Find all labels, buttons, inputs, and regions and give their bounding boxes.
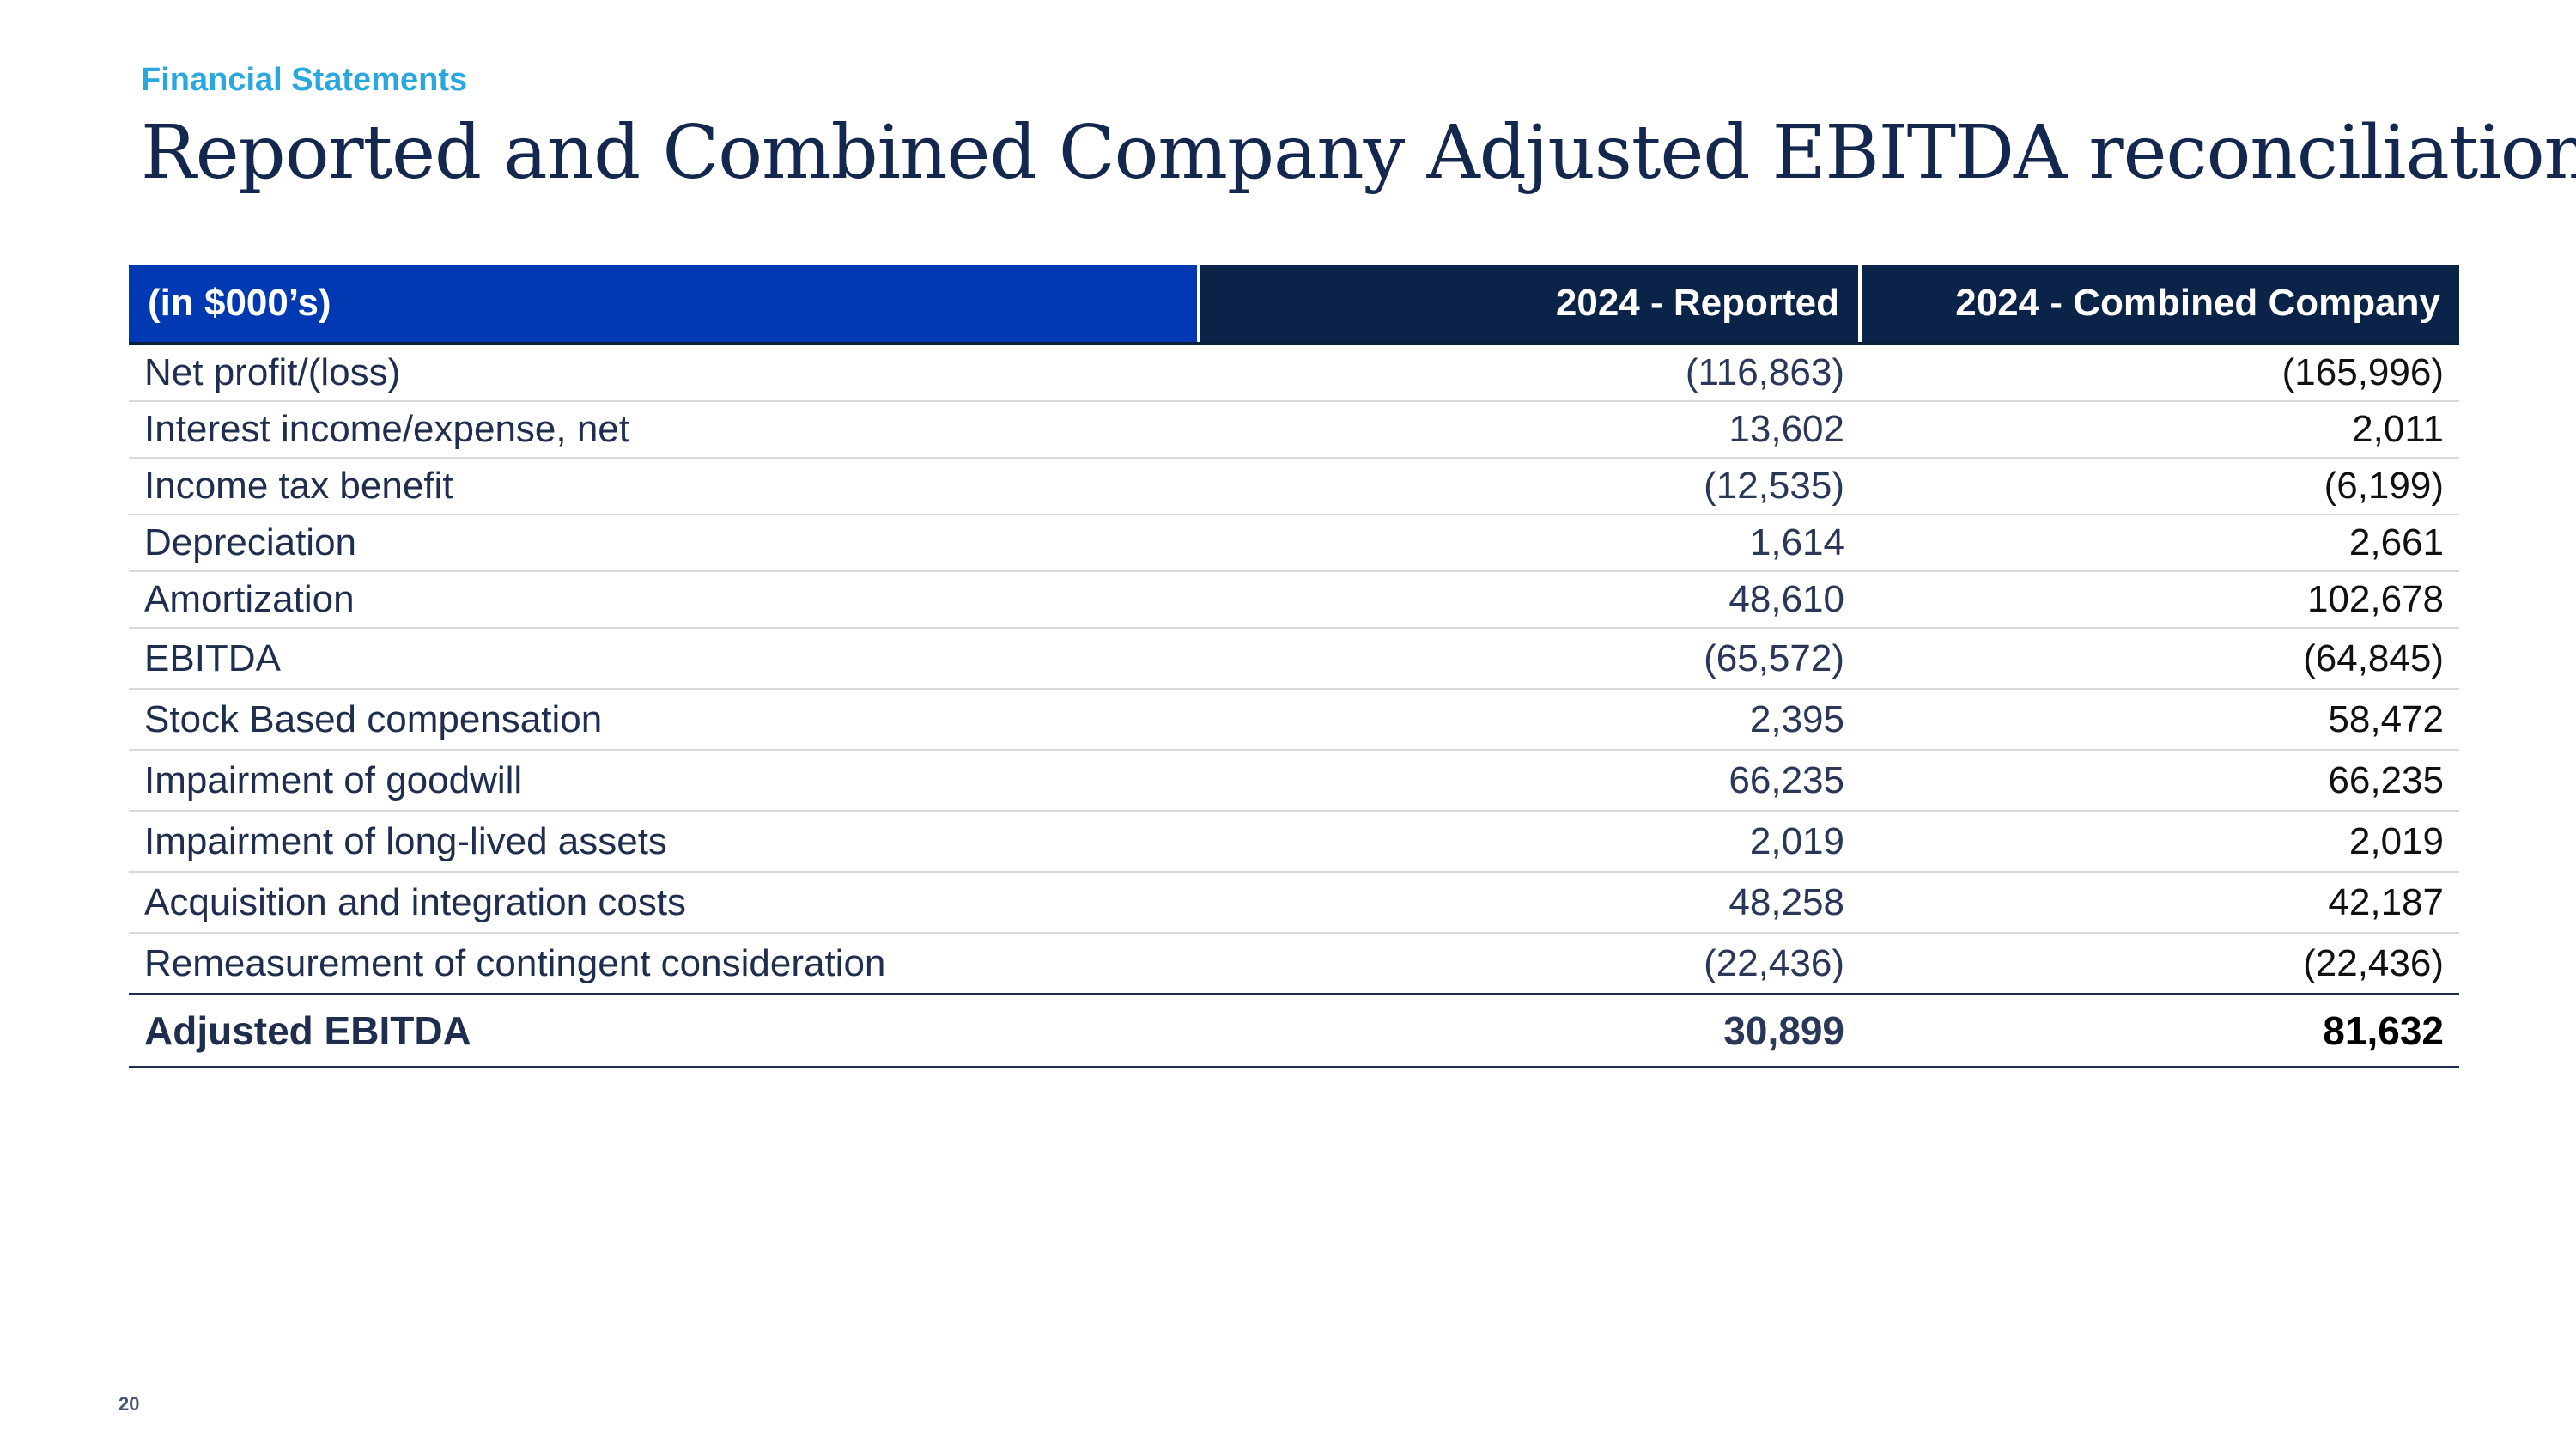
row-reported-value: 2,019 (1199, 811, 1860, 873)
table-total: Adjusted EBITDA 30,899 81,632 (129, 994, 2459, 1068)
row-combined-value: (165,996) (1860, 344, 2459, 402)
row-label: Depreciation (129, 514, 1199, 572)
row-reported-value: 1,614 (1199, 514, 1860, 572)
row-label: Stock Based compensation (129, 689, 1199, 751)
page-number: 20 (118, 1393, 140, 1415)
table-row: Interest income/expense, net 13,602 2,01… (129, 401, 2459, 459)
row-combined-value: 2,011 (1860, 401, 2459, 459)
row-combined-value: (64,845) (1860, 628, 2459, 690)
row-reported-value: (116,863) (1199, 344, 1860, 402)
table-row: Amortization 48,610 102,678 (129, 571, 2459, 629)
table-row: Stock Based compensation 2,395 58,472 (129, 689, 2459, 751)
table-row: Net profit/(loss) (116,863) (165,996) (129, 344, 2459, 402)
row-label: Income tax benefit (129, 458, 1199, 515)
row-label: Remeasurement of contingent consideratio… (129, 933, 1199, 995)
table-row: Impairment of goodwill 66,235 66,235 (129, 750, 2459, 812)
total-reported-value: 30,899 (1199, 994, 1860, 1068)
row-combined-value: 66,235 (1860, 750, 2459, 812)
row-combined-value: 2,019 (1860, 811, 2459, 873)
header-combined: 2024 - Combined Company (1858, 265, 2459, 345)
row-label: Amortization (129, 571, 1199, 629)
row-label: Acquisition and integration costs (129, 872, 1199, 934)
header-reported: 2024 - Reported (1197, 265, 1860, 345)
table-row: Remeasurement of contingent consideratio… (129, 933, 2459, 995)
table-row: EBITDA (65,572) (64,845) (129, 628, 2459, 690)
table-row: Depreciation 1,614 2,661 (129, 514, 2459, 572)
table-row: Impairment of long-lived assets 2,019 2,… (129, 811, 2459, 873)
row-reported-value: (12,535) (1199, 458, 1860, 515)
row-reported-value: 2,395 (1199, 689, 1860, 751)
row-reported-value: (65,572) (1199, 628, 1860, 690)
row-combined-value: 58,472 (1860, 689, 2459, 751)
ebitda-reconciliation-table: (in $000’s) 2024 - Reported 2024 - Combi… (129, 265, 2459, 1068)
header-units: (in $000’s) (129, 265, 1199, 345)
total-row: Adjusted EBITDA 30,899 81,632 (129, 994, 2459, 1068)
row-reported-value: 13,602 (1199, 401, 1860, 459)
row-combined-value: 102,678 (1860, 571, 2459, 629)
table-row: Acquisition and integration costs 48,258… (129, 872, 2459, 934)
row-combined-value: 42,187 (1860, 872, 2459, 934)
row-label: Net profit/(loss) (129, 344, 1199, 402)
row-reported-value: 66,235 (1199, 750, 1860, 812)
total-label: Adjusted EBITDA (129, 994, 1199, 1068)
row-combined-value: (22,436) (1860, 933, 2459, 995)
row-reported-value: 48,258 (1199, 872, 1860, 934)
section-label: Financial Statements (141, 62, 468, 98)
table-header: (in $000’s) 2024 - Reported 2024 - Combi… (129, 265, 2459, 345)
table-body: Net profit/(loss) (116,863) (165,996) In… (129, 344, 2459, 995)
total-combined-value: 81,632 (1860, 994, 2459, 1068)
row-label: EBITDA (129, 628, 1199, 690)
row-combined-value: (6,199) (1860, 458, 2459, 515)
row-label: Impairment of long-lived assets (129, 811, 1199, 873)
page-title: Reported and Combined Company Adjusted E… (141, 110, 2576, 196)
row-label: Interest income/expense, net (129, 401, 1199, 459)
row-label: Impairment of goodwill (129, 750, 1199, 812)
row-combined-value: 2,661 (1860, 514, 2459, 572)
table-row: Income tax benefit (12,535) (6,199) (129, 458, 2459, 515)
row-reported-value: (22,436) (1199, 933, 1860, 995)
row-reported-value: 48,610 (1199, 571, 1860, 629)
